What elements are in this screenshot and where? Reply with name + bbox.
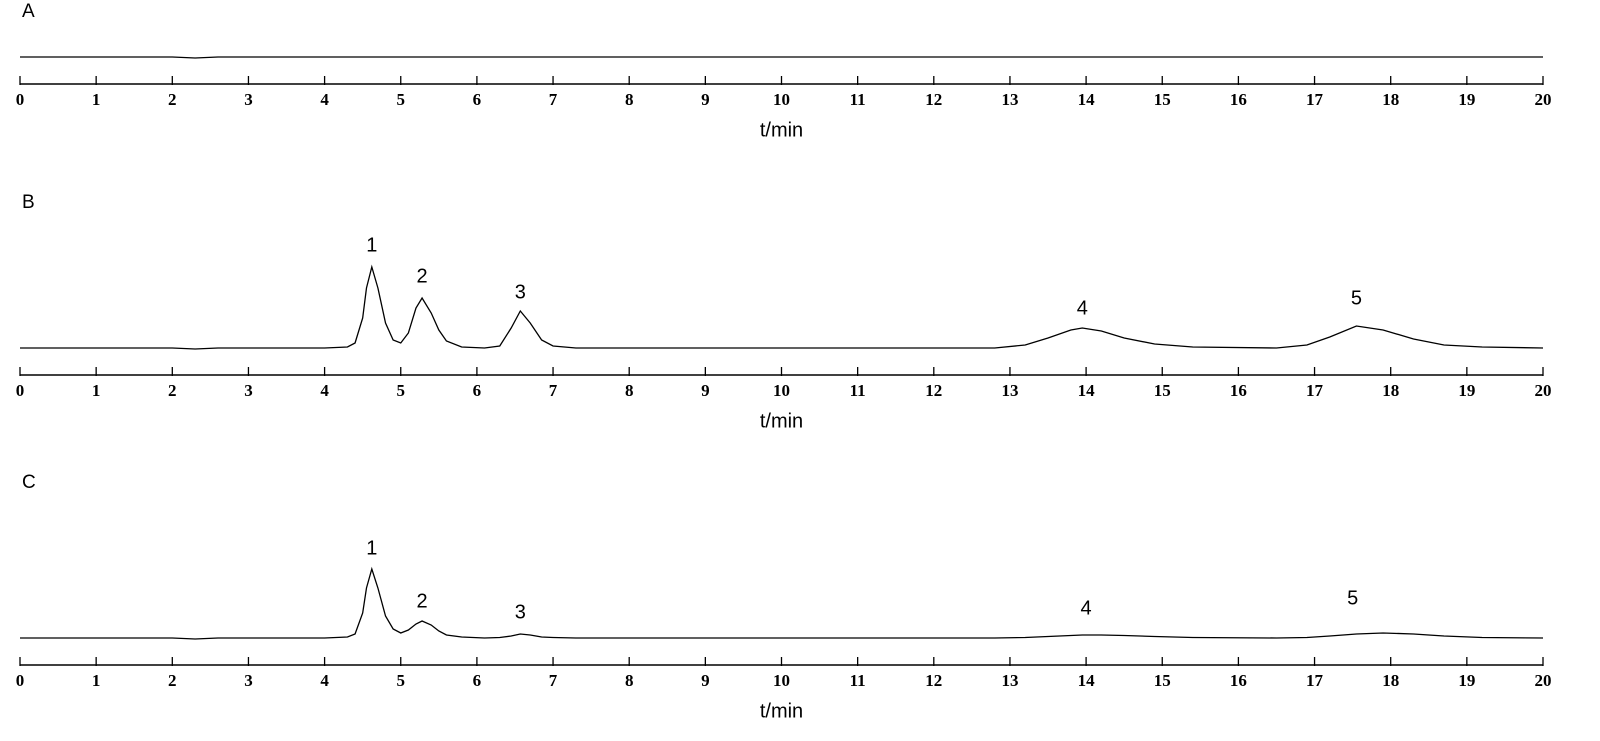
x-tick-label: 3 <box>244 671 253 690</box>
x-axis-label: t/min <box>760 410 803 432</box>
x-tick-label: 4 <box>320 381 329 400</box>
x-tick-label: 18 <box>1382 671 1399 690</box>
x-tick-label: 0 <box>16 671 25 690</box>
peak-label: 5 <box>1347 587 1358 609</box>
x-tick-label: 2 <box>168 381 177 400</box>
x-tick-label: 7 <box>549 381 558 400</box>
x-tick-label: 5 <box>397 90 406 109</box>
x-tick-label: 1 <box>92 381 101 400</box>
x-tick-label: 16 <box>1230 381 1247 400</box>
x-tick-label: 1 <box>92 90 101 109</box>
chromatogram-trace <box>20 56 1543 59</box>
x-tick-label: 12 <box>925 381 942 400</box>
x-tick-label: 19 <box>1458 90 1475 109</box>
x-tick-label: 15 <box>1154 381 1171 400</box>
x-tick-label: 0 <box>16 90 25 109</box>
x-tick-label: 17 <box>1306 671 1324 690</box>
x-tick-label: 8 <box>625 381 634 400</box>
x-tick-label: 13 <box>1001 381 1018 400</box>
x-tick-label: 13 <box>1001 671 1018 690</box>
chromatogram-trace <box>20 264 1544 350</box>
x-tick-label: 3 <box>244 381 253 400</box>
x-tick-label: 3 <box>244 90 253 109</box>
x-tick-label: 7 <box>549 90 558 109</box>
x-tick-label: 12 <box>925 671 942 690</box>
x-tick-label: 16 <box>1230 671 1247 690</box>
chromatogram-trace <box>20 566 1544 640</box>
x-tick-label: 16 <box>1230 90 1247 109</box>
panel-label: B <box>22 192 35 213</box>
x-tick-label: 10 <box>773 381 790 400</box>
x-tick-label: 10 <box>773 90 790 109</box>
x-tick-label: 8 <box>625 671 634 690</box>
x-tick-label: 6 <box>473 90 482 109</box>
peak-label: 1 <box>366 234 377 256</box>
x-tick-label: 19 <box>1458 381 1475 400</box>
x-tick-label: 17 <box>1306 381 1324 400</box>
x-tick-label: 9 <box>701 381 710 400</box>
x-tick-label: 4 <box>320 671 329 690</box>
x-tick-label: 14 <box>1078 90 1096 109</box>
x-tick-label: 2 <box>168 671 177 690</box>
peak-label: 4 <box>1077 297 1088 319</box>
x-axis-label: t/min <box>760 700 803 722</box>
x-tick-label: 2 <box>168 90 177 109</box>
x-tick-label: 20 <box>1535 381 1552 400</box>
x-tick-label: 7 <box>549 671 558 690</box>
x-tick-label: 14 <box>1078 381 1096 400</box>
panel-label: A <box>22 1 35 22</box>
x-tick-label: 4 <box>320 90 329 109</box>
x-tick-label: 1 <box>92 671 101 690</box>
x-tick-label: 8 <box>625 90 634 109</box>
peak-label: 3 <box>515 601 526 623</box>
x-tick-label: 11 <box>850 381 866 400</box>
peak-label: 5 <box>1351 287 1362 309</box>
x-tick-label: 15 <box>1154 671 1171 690</box>
x-tick-label: 6 <box>473 381 482 400</box>
x-tick-label: 0 <box>16 381 25 400</box>
x-tick-label: 10 <box>773 671 790 690</box>
x-tick-label: 18 <box>1382 381 1399 400</box>
x-tick-label: 18 <box>1382 90 1399 109</box>
peak-label: 2 <box>417 590 428 612</box>
peak-label: 4 <box>1081 597 1092 619</box>
x-tick-label: 20 <box>1535 90 1552 109</box>
x-tick-label: 17 <box>1306 90 1324 109</box>
panel-label: C <box>22 472 36 493</box>
x-tick-label: 20 <box>1535 671 1552 690</box>
x-tick-label: 19 <box>1458 671 1475 690</box>
x-tick-label: 14 <box>1078 671 1096 690</box>
x-tick-label: 5 <box>397 381 406 400</box>
x-tick-label: 11 <box>850 671 866 690</box>
x-tick-label: 11 <box>850 90 866 109</box>
x-tick-label: 13 <box>1001 90 1018 109</box>
x-tick-label: 12 <box>925 90 942 109</box>
peak-label: 3 <box>515 281 526 303</box>
x-axis-label: t/min <box>760 119 803 141</box>
x-tick-label: 9 <box>701 90 710 109</box>
x-tick-label: 5 <box>397 671 406 690</box>
peak-label: 1 <box>366 537 377 559</box>
x-tick-label: 15 <box>1154 90 1171 109</box>
peak-label: 2 <box>417 265 428 287</box>
x-tick-label: 6 <box>473 671 482 690</box>
x-tick-label: 9 <box>701 671 710 690</box>
